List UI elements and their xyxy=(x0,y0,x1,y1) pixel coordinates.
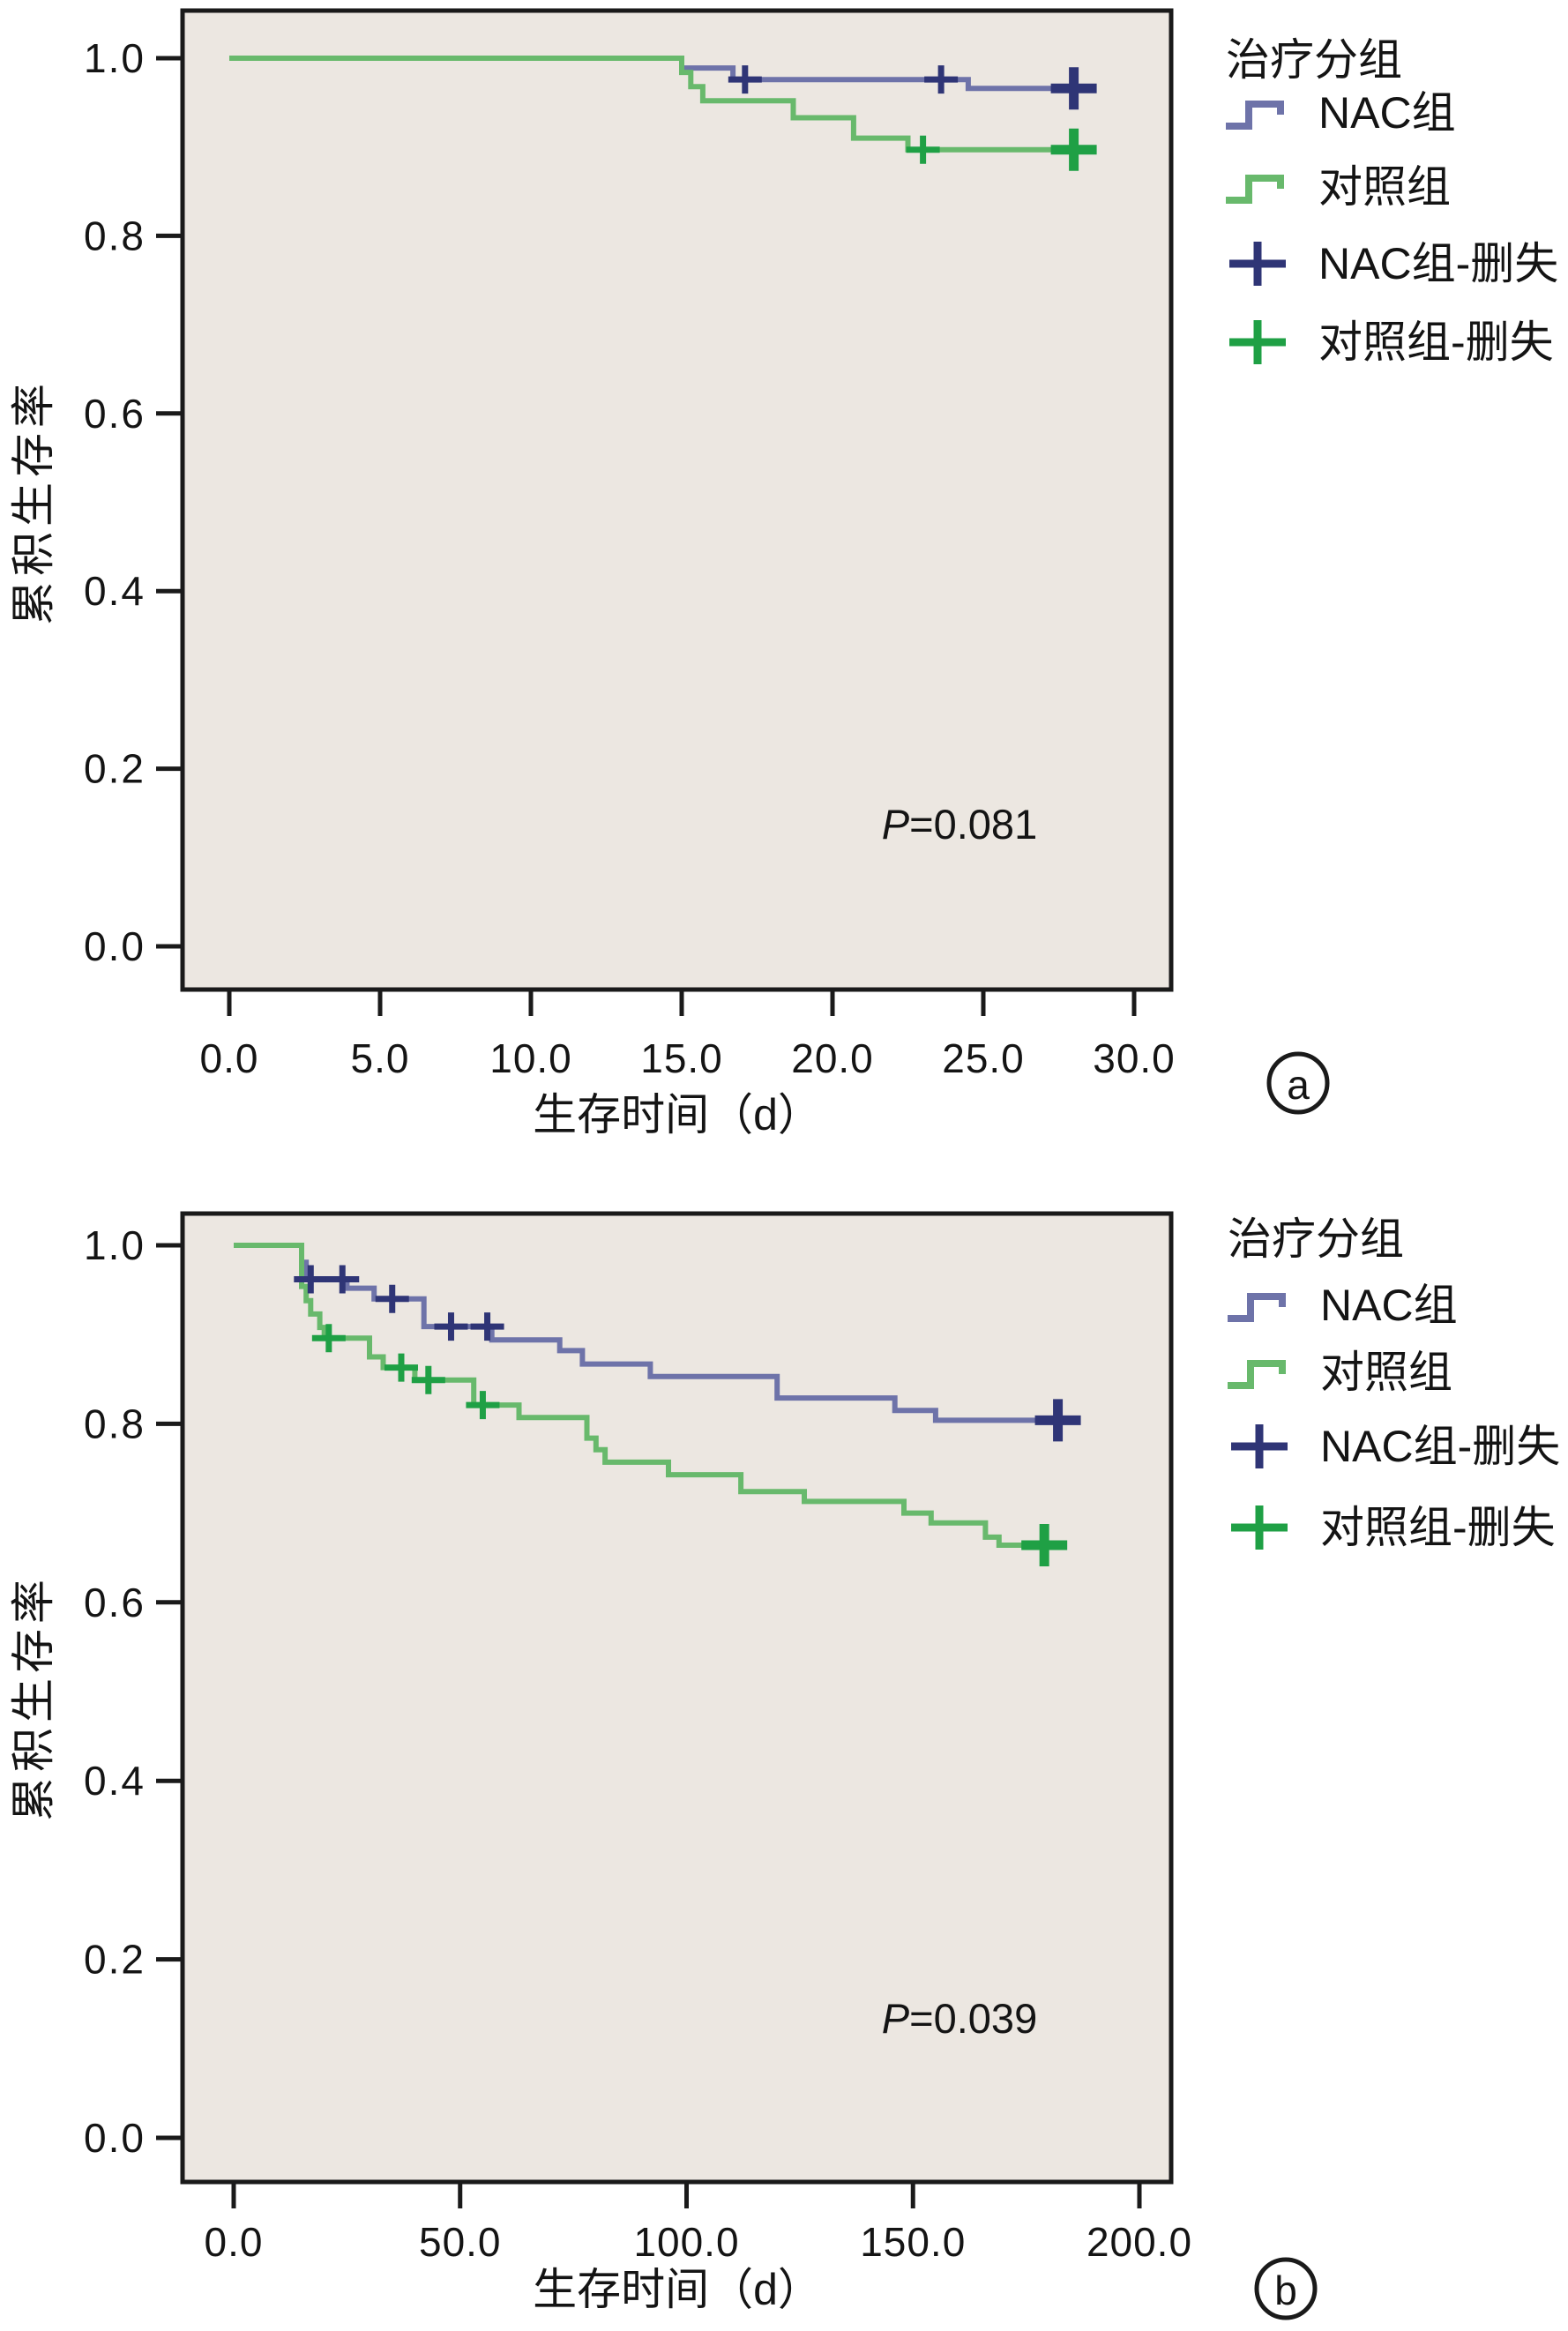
y-tick-label: 1.0 xyxy=(84,1222,146,1268)
y-tick-label: 0.8 xyxy=(84,1401,146,1446)
step-line-icon xyxy=(1226,175,1284,204)
x-axis-title: 生存时间（d） xyxy=(533,2265,822,2314)
y-tick-label: 0.6 xyxy=(84,391,146,437)
x-tick-label: 15.0 xyxy=(640,1035,723,1081)
p-value-text: =0.039 xyxy=(909,1995,1037,2042)
y-tick-label: 0.0 xyxy=(84,923,146,969)
legend-title: 治疗分组 xyxy=(1228,1214,1404,1264)
x-tick-label: 200.0 xyxy=(1086,2219,1192,2265)
x-tick-label: 10.0 xyxy=(489,1035,572,1081)
y-tick-label: 1.0 xyxy=(84,35,146,81)
y-tick-label: 0.2 xyxy=(84,1937,146,1983)
legend-item-label: NAC组-删失 xyxy=(1318,239,1558,288)
x-tick-label: 0.0 xyxy=(205,2219,264,2265)
legend-title: 治疗分组 xyxy=(1226,35,1402,85)
y-tick-label: 0.6 xyxy=(84,1580,146,1625)
plot-area-b xyxy=(180,1211,1174,2185)
panel-label-circle xyxy=(1254,2257,1318,2320)
panel-label-circle xyxy=(1266,1051,1330,1115)
y-axis-title: 累积生存率 xyxy=(9,378,58,625)
x-tick-label: 50.0 xyxy=(419,2219,502,2265)
legend-item-label: 对照组 xyxy=(1318,162,1451,212)
legend-item-label: 对照组 xyxy=(1320,1348,1452,1397)
legend-item-label: NAC组 xyxy=(1318,88,1456,138)
x-tick-label: 150.0 xyxy=(860,2219,966,2265)
km-curve-对照组 xyxy=(234,1243,1045,1548)
km-curve-对照组 xyxy=(229,56,1074,153)
y-tick-label: 0.4 xyxy=(84,568,146,614)
y-tick-label: 0.8 xyxy=(84,213,146,258)
x-tick-label: 5.0 xyxy=(351,1035,410,1081)
panel-label: a xyxy=(1287,1062,1310,1108)
x-tick-label: 25.0 xyxy=(942,1035,1025,1081)
p-value-label: P=0.039 xyxy=(882,1995,1037,2042)
x-axis-title: 生存时间（d） xyxy=(533,1090,822,1139)
y-tick-label: 0.0 xyxy=(84,2115,146,2161)
y-tick-label: 0.4 xyxy=(84,1758,146,1804)
p-symbol: P xyxy=(882,801,910,848)
legend-item-label: 对照组-删失 xyxy=(1318,318,1554,367)
step-line-icon xyxy=(1228,1360,1286,1389)
panel-label: b xyxy=(1274,2267,1297,2313)
plot-area-a xyxy=(180,8,1174,992)
legend-item-label: 对照组-删失 xyxy=(1320,1503,1556,1552)
y-tick-label: 0.2 xyxy=(84,746,146,792)
p-value-text: =0.081 xyxy=(909,801,1037,848)
x-tick-label: 0.0 xyxy=(200,1035,259,1081)
x-tick-label: 30.0 xyxy=(1093,1035,1176,1081)
panel-a: 1.0 0.8 0.6 0.4 0.2 0.0 0.0 5.0 10.0 15.0 20.0 25.0… xyxy=(9,8,1558,1139)
step-line-icon xyxy=(1228,1293,1286,1322)
panel-b: 1.0 0.8 0.6 0.4 0.2 0.0 0.0 50.0 100.0 150.0 200.0… xyxy=(9,1211,1560,2320)
y-axis-title: 累积生存率 xyxy=(9,1574,58,1821)
legend-item-label: NAC组-删失 xyxy=(1320,1422,1560,1471)
step-line-icon xyxy=(1226,101,1284,130)
legend-item-label: NAC组 xyxy=(1320,1281,1458,1330)
p-value-label: P=0.081 xyxy=(882,801,1037,848)
x-tick-label: 20.0 xyxy=(791,1035,874,1081)
x-tick-label: 100.0 xyxy=(633,2219,739,2265)
p-symbol: P xyxy=(882,1995,910,2042)
